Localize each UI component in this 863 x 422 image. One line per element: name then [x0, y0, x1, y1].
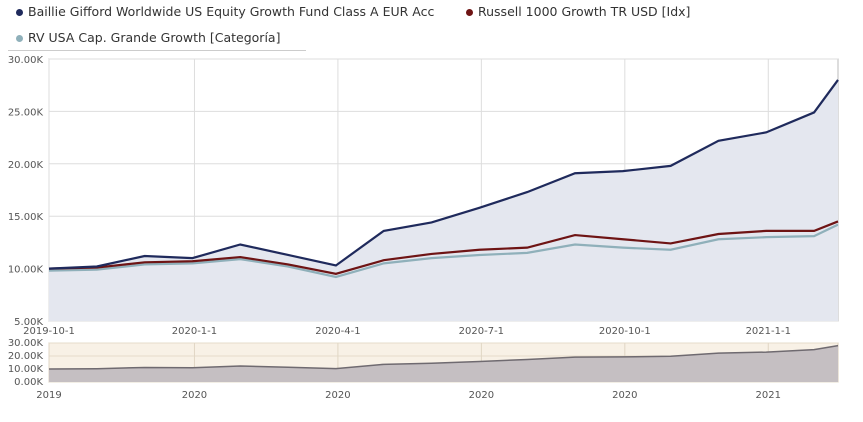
legend-dot-icon: [16, 35, 23, 42]
legend-label: Baillie Gifford Worldwide US Equity Grow…: [28, 4, 435, 19]
legend-divider: [8, 50, 306, 51]
navigator-series-line: [48, 344, 839, 370]
y-tick-label: 10.00K: [8, 265, 44, 276]
y-tick-label: 25.00K: [8, 107, 44, 118]
legend-dot-icon: [16, 9, 23, 16]
legend-item-fund[interactable]: Baillie Gifford Worldwide US Equity Grow…: [16, 4, 434, 19]
nav-y-tick-label: 10.00K: [8, 364, 44, 375]
x-tick-label: 2020-1-1: [172, 326, 217, 337]
y-tick-label: 5.00K: [14, 317, 43, 328]
nav-y-tick-label: 0.00K: [14, 377, 43, 388]
legend-item-index[interactable]: Russell 1000 Growth TR USD [Idx]: [466, 4, 690, 19]
x-tick-label: 2019-10-1: [23, 326, 75, 337]
nav-x-tick-label: 2020: [469, 390, 494, 401]
series-line: [48, 220, 839, 275]
legend-dot-icon: [466, 9, 473, 16]
nav-y-tick-label: 20.00K: [8, 351, 44, 362]
nav-x-tick-label: 2019: [36, 390, 61, 401]
legend-label: Russell 1000 Growth TR USD [Idx]: [478, 4, 691, 19]
nav-x-tick-label: 2020: [612, 390, 637, 401]
nav-x-tick-label: 2020: [182, 390, 207, 401]
y-tick-label: 20.00K: [8, 160, 44, 171]
legend-label: RV USA Cap. Grande Growth [Categoría]: [28, 30, 281, 45]
series-line: [48, 79, 839, 270]
navigator-series-area: [49, 345, 838, 382]
y-tick-label: 30.00K: [8, 55, 44, 66]
nav-x-tick-label: 2021: [756, 390, 781, 401]
x-tick-label: 2020-4-1: [315, 326, 360, 337]
x-tick-label: 2020-7-1: [459, 326, 504, 337]
series-line: [48, 223, 839, 279]
x-tick-label: 2021-1-1: [746, 326, 791, 337]
legend-item-category[interactable]: RV USA Cap. Grande Growth [Categoría]: [16, 30, 280, 45]
nav-x-tick-label: 2020: [325, 390, 350, 401]
x-tick-label: 2020-10-1: [599, 326, 651, 337]
nav-y-tick-label: 30.00K: [8, 338, 44, 349]
y-tick-label: 15.00K: [8, 212, 44, 223]
